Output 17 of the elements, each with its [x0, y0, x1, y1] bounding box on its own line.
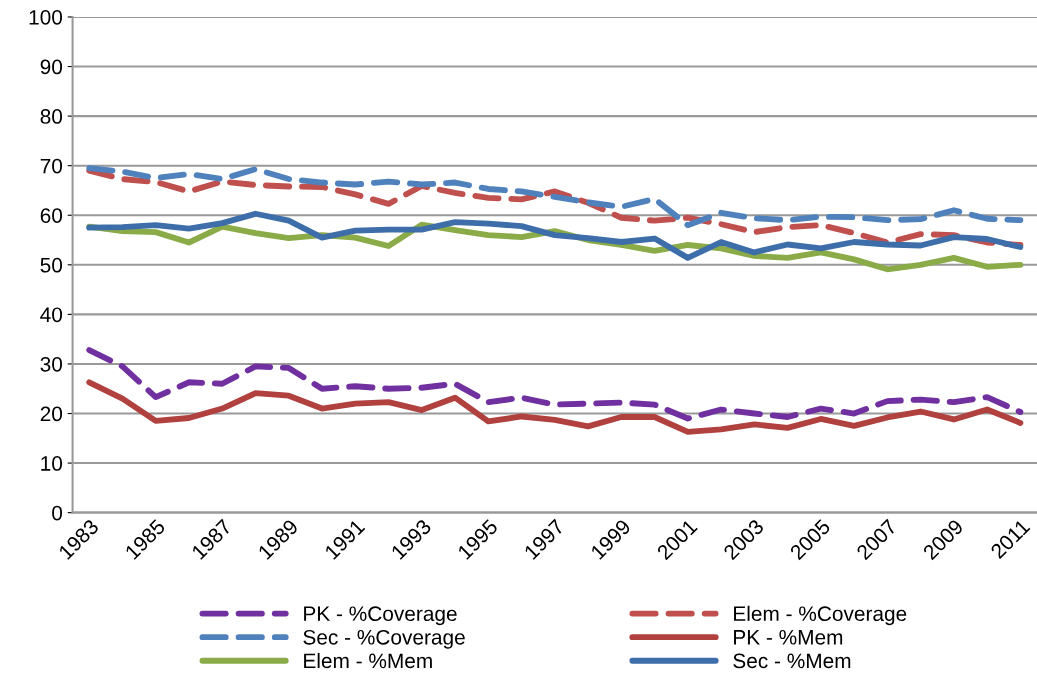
y-tick-label: 70 [40, 158, 63, 174]
legend-label: Sec - %Coverage [303, 629, 465, 649]
y-tick-label: 80 [40, 109, 63, 124]
legend-label: PK - %Coverage [304, 606, 457, 626]
legend-label: Sec - %Mem [733, 653, 851, 669]
y-tick-label: 30 [40, 356, 63, 372]
y-tick-label: 0 [52, 505, 63, 521]
y-tick-label: 100 [29, 9, 63, 25]
legend-label: PK - %Mem [734, 629, 843, 645]
y-tick-label: 50 [40, 257, 63, 273]
y-tick-label: 60 [40, 208, 63, 223]
legend-label: Elem - %Mem [304, 652, 432, 669]
y-tick-label: 10 [41, 456, 63, 471]
y-tick-label: 90 [40, 59, 63, 75]
legend-label: Elem - %Coverage [734, 605, 907, 626]
y-tick-label: 20 [40, 406, 63, 422]
y-tick-label: 40 [40, 307, 63, 323]
